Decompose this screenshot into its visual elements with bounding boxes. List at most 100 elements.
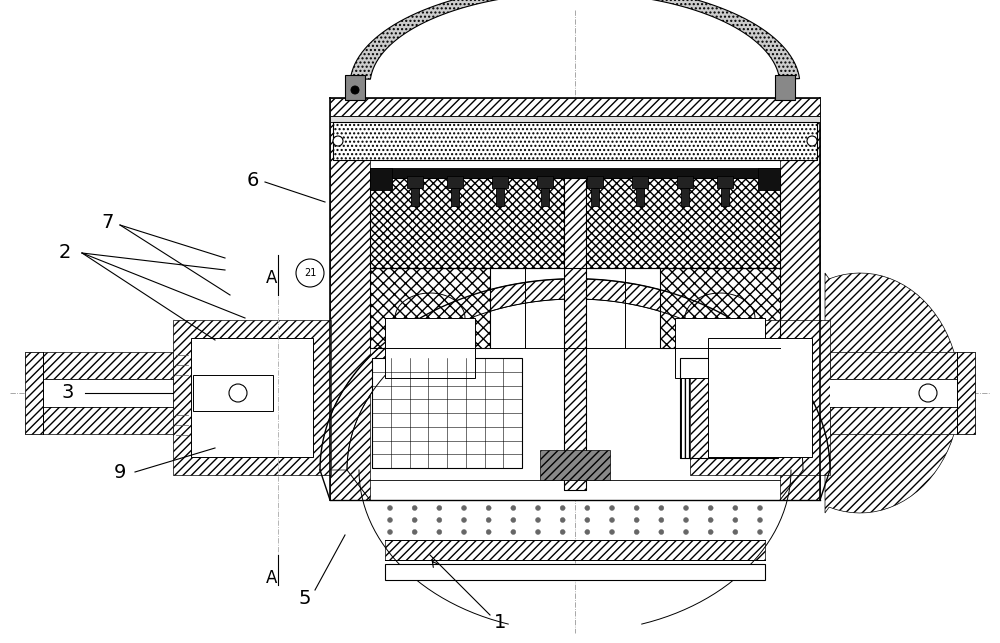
Polygon shape (173, 320, 331, 475)
Bar (370, 168, 392, 190)
Circle shape (388, 505, 392, 511)
Circle shape (462, 529, 466, 534)
Bar (193, 375, 273, 411)
Circle shape (684, 529, 688, 534)
Bar (370, 98, 780, 500)
Bar (370, 268, 490, 348)
Circle shape (229, 384, 247, 402)
Circle shape (388, 518, 392, 523)
Bar (385, 564, 765, 580)
Bar (721, 188, 729, 206)
Bar (25, 379, 173, 407)
Circle shape (585, 505, 590, 511)
Bar (451, 188, 459, 206)
Bar (830, 352, 975, 434)
Circle shape (412, 505, 417, 511)
Circle shape (758, 505, 763, 511)
Bar (537, 176, 553, 188)
Bar (25, 352, 173, 434)
Bar (191, 338, 313, 457)
Circle shape (585, 529, 590, 534)
Bar (25, 352, 43, 434)
Bar (636, 188, 644, 206)
Circle shape (634, 505, 639, 511)
Circle shape (486, 518, 491, 523)
Circle shape (333, 136, 343, 146)
Circle shape (610, 505, 614, 511)
Circle shape (610, 529, 614, 534)
Bar (775, 75, 795, 100)
Circle shape (511, 529, 516, 534)
Bar (540, 450, 610, 480)
Bar (564, 178, 586, 490)
Bar (447, 176, 463, 188)
Bar (411, 188, 419, 206)
Circle shape (388, 529, 392, 534)
Circle shape (758, 518, 763, 523)
Circle shape (351, 86, 359, 94)
Polygon shape (780, 98, 820, 500)
Circle shape (634, 518, 639, 523)
Circle shape (684, 505, 688, 511)
Circle shape (560, 518, 565, 523)
Bar (957, 352, 975, 434)
Bar (385, 540, 765, 560)
Bar (660, 268, 780, 348)
Circle shape (708, 505, 713, 511)
Circle shape (536, 518, 540, 523)
Circle shape (733, 505, 738, 511)
Circle shape (511, 505, 516, 511)
Text: 7: 7 (102, 212, 114, 231)
Bar (660, 268, 780, 348)
Circle shape (659, 529, 664, 534)
Circle shape (610, 518, 614, 523)
Text: A: A (266, 269, 278, 287)
Polygon shape (690, 320, 830, 475)
Bar (330, 116, 820, 122)
Circle shape (684, 518, 688, 523)
Bar (333, 122, 817, 160)
Bar (333, 122, 817, 160)
Circle shape (511, 518, 516, 523)
Text: 9: 9 (114, 462, 126, 482)
Text: 21: 21 (304, 268, 316, 278)
Bar (758, 168, 780, 190)
Bar (372, 358, 522, 468)
Circle shape (536, 529, 540, 534)
Circle shape (560, 505, 565, 511)
Bar (370, 268, 490, 348)
Bar (830, 379, 975, 407)
Bar (587, 176, 603, 188)
Circle shape (486, 505, 491, 511)
Text: A: A (266, 569, 278, 587)
Bar (681, 188, 689, 206)
Circle shape (708, 518, 713, 523)
Bar (541, 188, 549, 206)
Circle shape (733, 518, 738, 523)
Circle shape (758, 529, 763, 534)
Polygon shape (320, 279, 830, 470)
Circle shape (585, 518, 590, 523)
Bar (407, 176, 423, 188)
Circle shape (634, 529, 639, 534)
Circle shape (412, 518, 417, 523)
Bar (370, 178, 780, 268)
Circle shape (659, 505, 664, 511)
Text: 6: 6 (247, 170, 259, 190)
Circle shape (437, 518, 442, 523)
Circle shape (462, 505, 466, 511)
Text: 2: 2 (59, 242, 71, 262)
Circle shape (486, 529, 491, 534)
Circle shape (536, 505, 540, 511)
Bar (717, 176, 733, 188)
Polygon shape (825, 273, 960, 513)
Bar (632, 176, 648, 188)
Circle shape (919, 384, 937, 402)
Bar (680, 358, 778, 458)
Circle shape (708, 529, 713, 534)
Bar (496, 188, 504, 206)
Circle shape (560, 529, 565, 534)
Circle shape (807, 136, 817, 146)
Bar (680, 358, 778, 458)
Circle shape (659, 518, 664, 523)
